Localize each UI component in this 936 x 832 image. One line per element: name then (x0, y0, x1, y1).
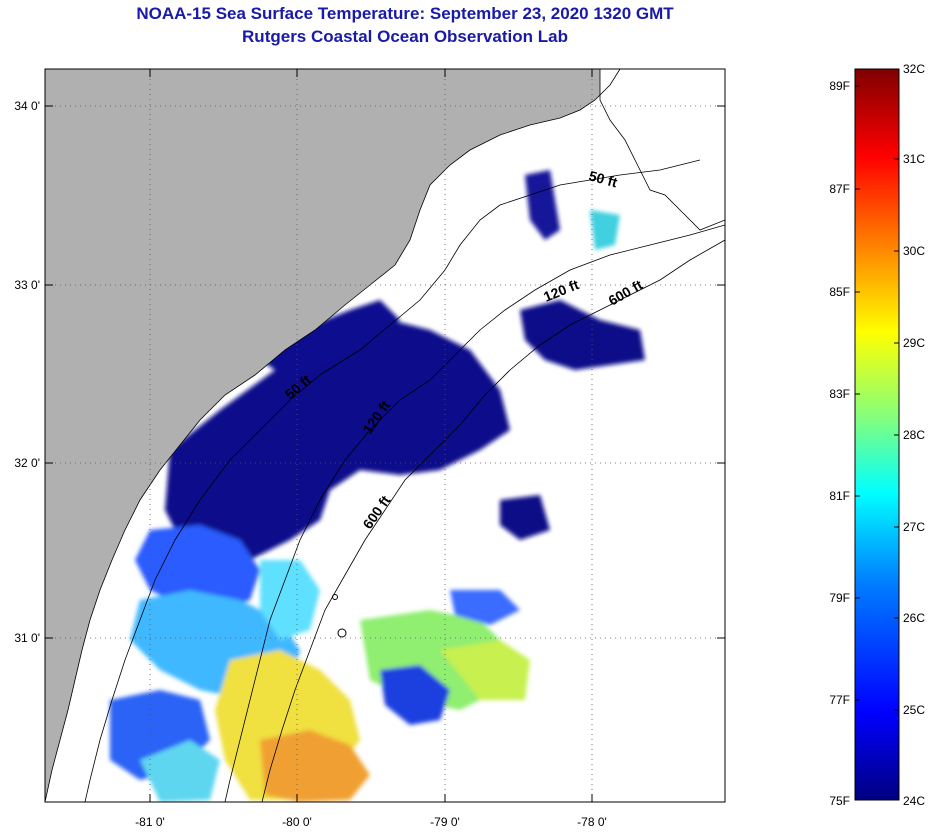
sst-patch-lightcyan (260, 560, 320, 640)
colorbar-label-c: 29C (903, 336, 925, 350)
sst-patch-blue-offshore (450, 590, 520, 625)
land-mass (45, 69, 620, 802)
colorbar-label-f: 85F (829, 285, 850, 299)
colorbar-ticks (855, 85, 899, 711)
colorbar-label-f: 87F (829, 182, 850, 196)
colorbar-label-c: 31C (903, 152, 925, 166)
sst-patch-orange (260, 730, 370, 802)
x-tick-label: -79 0' (430, 815, 460, 829)
colorbar-label-f: 75F (829, 794, 850, 808)
sst-patch-navy-shelf (165, 320, 510, 560)
x-tick-label: -78 0' (577, 815, 607, 829)
x-tick-label: -81 0' (135, 815, 165, 829)
colorbar-label-f: 77F (829, 693, 850, 707)
colorbar-label-c: 28C (903, 428, 925, 442)
y-tick-label: 31 0' (14, 631, 40, 645)
colorbar-label-c: 32C (903, 62, 925, 76)
sst-patch-navy-north (260, 300, 400, 380)
axis-ticks (45, 69, 725, 802)
colorbar-label-f: 79F (829, 591, 850, 605)
colorbar-label-c: 24C (903, 794, 925, 808)
colorbar-label-f: 89F (829, 79, 850, 93)
colorbar-label-f: 81F (829, 489, 850, 503)
sst-field (110, 170, 645, 802)
chart-title: NOAA-15 Sea Surface Temperature: Septemb… (136, 4, 674, 23)
buoy-marker (337, 628, 347, 638)
colorbar-label-f: 83F (829, 387, 850, 401)
colorbar-label-c: 26C (903, 611, 925, 625)
sst-patch-cyan-east (590, 210, 620, 250)
contour-120ft (224, 224, 725, 802)
chart-subtitle: Rutgers Coastal Ocean Observation Lab (242, 27, 568, 46)
contour-600ft (261, 239, 725, 802)
y-tick-label: 33 0' (14, 278, 40, 292)
y-tick-label: 32 0' (14, 456, 40, 470)
sst-patch-cyan-south-coast (140, 740, 220, 802)
contour-label-50ft-north: 50 ft (587, 167, 619, 190)
colorbar-label-c: 27C (903, 520, 925, 534)
map-border (44, 68, 726, 803)
colorbar-label-c: 25C (903, 703, 925, 717)
map-frame: 50 ft 120 ft 600 ft 50 ft 120 ft 600 ft (44, 68, 726, 803)
sst-patch-blue-midshelf (135, 525, 260, 610)
y-tick-label: 34 0' (14, 99, 40, 113)
sst-patch-navy-east (520, 300, 645, 370)
x-tick-label: -80 0' (282, 815, 312, 829)
colorbar-label-c: 30C (903, 244, 925, 258)
land-mass-northeast (599, 69, 725, 231)
sst-patch-navy-scatter (500, 495, 550, 540)
graticule (45, 69, 725, 802)
sst-patch-yellowgreen (440, 640, 530, 700)
colorbar: 89F 87F 85F 83F 81F 79F 77F 75F 32C 31C … (829, 62, 925, 808)
colorbar-gradient (854, 68, 900, 801)
coastline (45, 69, 621, 802)
contour-50ft (84, 159, 701, 802)
buoy-marker (332, 594, 338, 600)
sst-patch-midblue-south (380, 665, 450, 725)
